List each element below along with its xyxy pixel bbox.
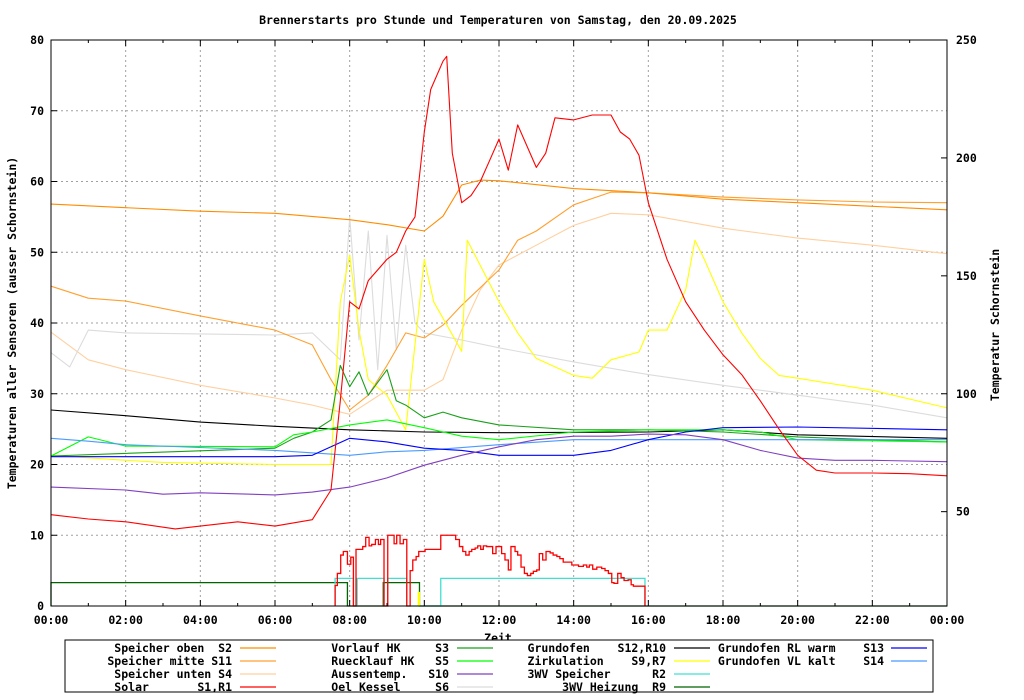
legend-label: Speicher mitte S11 [107, 654, 232, 668]
y-tick-label: 20 [30, 458, 44, 472]
y2-tick-label: 50 [956, 505, 970, 519]
legend-label: Speicher oben S2 [114, 641, 232, 655]
x-tick-label: 18:00 [706, 613, 741, 627]
y2-axis-label: Temperatur Schornstein [988, 249, 1002, 401]
x-tick-label: 08:00 [332, 613, 367, 627]
x-tick-label: 00:00 [34, 613, 69, 627]
x-tick-label: 14:00 [556, 613, 591, 627]
x-tick-label: 00:00 [930, 613, 965, 627]
legend-entry: Grundofen S12,R10 [528, 641, 710, 655]
line-series-9 [51, 426, 948, 458]
legend-label: Grundofen S12,R10 [528, 641, 667, 655]
y2-tick-label: 150 [956, 269, 977, 283]
step-series-2 [417, 591, 421, 606]
step-series-3 [334, 534, 646, 607]
legend-box [64, 639, 934, 693]
legend-label: Speicher unten S4 [114, 667, 232, 681]
legend-label: Zirkulation S9,R7 [528, 654, 667, 668]
line-series-1 [50, 216, 948, 419]
line-series-5 [50, 409, 948, 439]
line-series-7 [50, 419, 948, 457]
legend-label: 3WV Speicher R2 [528, 667, 666, 681]
legend-label: Ruecklauf HK S5 [331, 654, 449, 668]
step-series-1 [334, 577, 646, 607]
x-tick-label: 22:00 [855, 613, 890, 627]
legend-label: Grundofen RL warm S13 [718, 641, 884, 655]
legend-label: Grundofen VL kalt S14 [718, 654, 884, 668]
x-tick-label: 04:00 [183, 613, 218, 627]
legend-label: Solar S1,R1 [114, 680, 232, 694]
y-tick-label: 0 [37, 599, 44, 613]
y-tick-label: 30 [30, 387, 44, 401]
grid [51, 40, 947, 606]
y-axis-label: Temperaturen aller Sensoren (ausser Scho… [5, 157, 19, 489]
y2-tick-label: 100 [956, 387, 977, 401]
legend-entry: Solar S1,R1 [114, 680, 276, 694]
x-tick-label: 10:00 [407, 613, 442, 627]
legend-entry: Speicher mitte S11 [107, 654, 276, 668]
legend-entry: Oel Kessel S6 [331, 680, 493, 694]
line-series-layer [50, 55, 948, 530]
line-series-3 [50, 179, 948, 232]
x-tick-label: 02:00 [108, 613, 143, 627]
line-series-4 [50, 239, 948, 466]
legend-label: Aussentemp. S10 [331, 667, 449, 681]
legend-label: Vorlauf HK S3 [331, 641, 449, 655]
legend-entry: 3WV Heizung R9 [562, 680, 710, 694]
x-tick-label: 20:00 [780, 613, 815, 627]
x-tick-label: 06:00 [258, 613, 293, 627]
x-tick-label: 12:00 [482, 613, 517, 627]
chart-title: Brennerstarts pro Stunde und Temperature… [259, 13, 737, 27]
legend-entry: Vorlauf HK S3 [331, 641, 493, 655]
y2-tick-label: 250 [956, 33, 977, 47]
y-tick-label: 10 [30, 528, 44, 542]
line-series-11 [50, 55, 948, 530]
y2-tick-label: 200 [956, 151, 977, 165]
legend-entry: Grundofen VL kalt S14 [718, 654, 927, 668]
legend-label: 3WV Heizung R9 [562, 680, 666, 694]
legend-entry: Ruecklauf HK S5 [331, 654, 493, 668]
y-tick-label: 40 [30, 316, 44, 330]
y-tick-label: 70 [30, 104, 44, 118]
legend-entry: Grundofen RL warm S13 [718, 641, 927, 655]
y-tick-label: 80 [30, 33, 44, 47]
x-tick-label: 16:00 [631, 613, 666, 627]
axes: 00:00 02:00 04:00 06:00 08:00 10:00 12:00 14:00… [30, 33, 977, 627]
legend-entry: Aussentemp. S10 [331, 667, 493, 681]
line-series-10 [50, 433, 948, 496]
legend-entry: Speicher oben S2 [114, 641, 276, 655]
legend-entry: Speicher unten S4 [114, 667, 276, 681]
y-tick-label: 50 [30, 245, 44, 259]
line-series-0 [50, 212, 948, 415]
y-tick-label: 60 [30, 175, 44, 189]
legend-entry: 3WV Speicher R2 [528, 667, 710, 681]
legend-label: Oel Kessel S6 [331, 680, 449, 694]
line-series-6 [50, 364, 948, 457]
legend-entry: Zirkulation S9,R7 [528, 654, 710, 668]
